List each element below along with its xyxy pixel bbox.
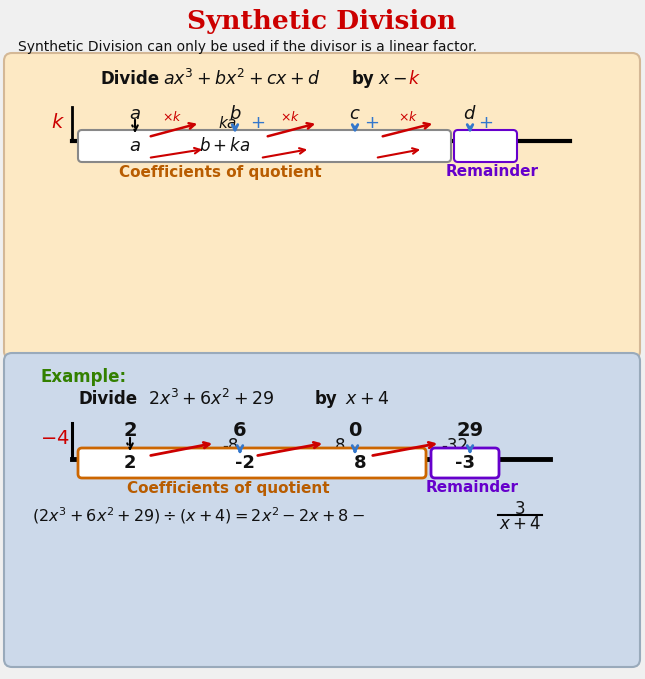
Text: $\times k$: $\times k$ — [162, 110, 182, 124]
Text: 2: 2 — [124, 454, 136, 472]
Text: by: by — [315, 390, 338, 408]
Text: $x-$: $x-$ — [378, 70, 407, 88]
Text: 3: 3 — [515, 500, 525, 518]
Text: $ka$: $ka$ — [218, 115, 237, 131]
Text: $k$: $k$ — [408, 70, 421, 88]
Text: 29: 29 — [457, 422, 484, 441]
Text: Divide: Divide — [78, 390, 137, 408]
FancyBboxPatch shape — [454, 130, 517, 162]
Text: Example:: Example: — [40, 368, 126, 386]
Text: $d$: $d$ — [463, 105, 477, 123]
Text: $\times k$: $\times k$ — [398, 110, 418, 124]
Text: $a$: $a$ — [129, 105, 141, 123]
Text: -2: -2 — [235, 454, 255, 472]
Text: $-4$: $-4$ — [40, 430, 70, 449]
Text: 8: 8 — [335, 437, 345, 455]
Text: Synthetic Division can only be used if the divisor is a linear factor.: Synthetic Division can only be used if t… — [18, 40, 477, 54]
Text: -8: -8 — [222, 437, 238, 455]
Text: -3: -3 — [455, 454, 475, 472]
Text: Divide: Divide — [100, 70, 159, 88]
FancyBboxPatch shape — [4, 353, 640, 667]
Text: 8: 8 — [353, 454, 366, 472]
Text: $b$: $b$ — [229, 105, 241, 123]
Text: $x+4$: $x+4$ — [345, 390, 389, 408]
Text: 2: 2 — [123, 422, 137, 441]
Text: $c$: $c$ — [349, 105, 361, 123]
Text: Remainder: Remainder — [426, 481, 519, 496]
Text: $ax^3+bx^2+cx+d$: $ax^3+bx^2+cx+d$ — [163, 69, 321, 89]
Text: $k$: $k$ — [51, 113, 65, 132]
Text: Coefficients of quotient: Coefficients of quotient — [119, 164, 321, 179]
Text: $+$: $+$ — [250, 114, 266, 132]
FancyBboxPatch shape — [431, 448, 499, 478]
Text: $+$: $+$ — [479, 114, 493, 132]
Text: Coefficients of quotient: Coefficients of quotient — [126, 481, 330, 496]
Text: -32: -32 — [441, 437, 468, 455]
FancyBboxPatch shape — [78, 448, 426, 478]
Text: 0: 0 — [348, 422, 362, 441]
Text: $x+4$: $x+4$ — [499, 515, 541, 533]
Text: $+$: $+$ — [364, 114, 379, 132]
Text: Synthetic Division: Synthetic Division — [188, 9, 457, 33]
Text: by: by — [352, 70, 375, 88]
Text: Remainder: Remainder — [446, 164, 539, 179]
Text: $2x^3+6x^2+29$: $2x^3+6x^2+29$ — [148, 389, 274, 409]
FancyBboxPatch shape — [4, 53, 640, 359]
Text: 6: 6 — [233, 422, 247, 441]
Text: $(2x^3+6x^2+29)\div(x+4)=2x^2-2x+8-$: $(2x^3+6x^2+29)\div(x+4)=2x^2-2x+8-$ — [32, 506, 365, 526]
Text: $\times k$: $\times k$ — [280, 110, 300, 124]
Text: $b+ka$: $b+ka$ — [199, 137, 251, 155]
FancyBboxPatch shape — [78, 130, 451, 162]
Text: $a$: $a$ — [129, 137, 141, 155]
